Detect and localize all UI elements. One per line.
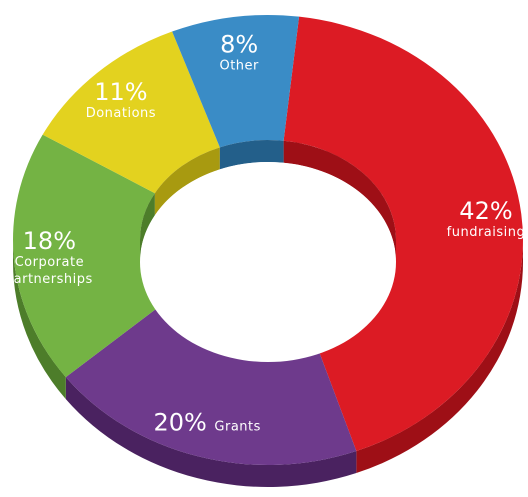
slice-inner-wall-4 (219, 140, 284, 170)
slice-label-1: 20% Grants (153, 409, 260, 437)
slice-label-text: 20% Grants (153, 409, 260, 437)
slice-label-3: 11%Donations (86, 78, 156, 121)
category-label: Partnerships (6, 272, 93, 287)
slice-label-4: 8%Other (219, 31, 259, 74)
slice-side-2 (13, 240, 66, 400)
percent-label: 11% (94, 78, 147, 106)
percent-label: 42% (459, 197, 512, 225)
slice-label-0: 42%fundraising (447, 197, 526, 240)
percent-label: 18% (23, 227, 76, 255)
category-label: Corporate (15, 255, 85, 270)
donut-3d-sides (13, 240, 523, 487)
slice-4 (172, 15, 300, 148)
slice-inner-wall-2 (140, 193, 155, 262)
slice-2 (13, 134, 167, 378)
category-label: Grants (214, 420, 261, 435)
slice-3 (42, 31, 220, 194)
donut-hole (140, 162, 396, 362)
slice-inner-wall-0 (283, 140, 396, 262)
category-label: Donations (86, 106, 156, 121)
slice-inner-wall-3 (154, 147, 220, 216)
donut-slices (13, 15, 523, 465)
slice-side-0 (356, 240, 523, 474)
category-label: fundraising (447, 225, 526, 240)
category-label: Other (219, 59, 259, 74)
percent-label: 8% (220, 31, 258, 59)
slice-side-1 (65, 377, 357, 487)
percent-label: 20% (153, 409, 214, 437)
slice-label-2: 18%Corporate Partnerships (6, 227, 93, 287)
donut-labels: 42%fundraising 20% Grants 18%Corporate Part… (6, 31, 525, 437)
